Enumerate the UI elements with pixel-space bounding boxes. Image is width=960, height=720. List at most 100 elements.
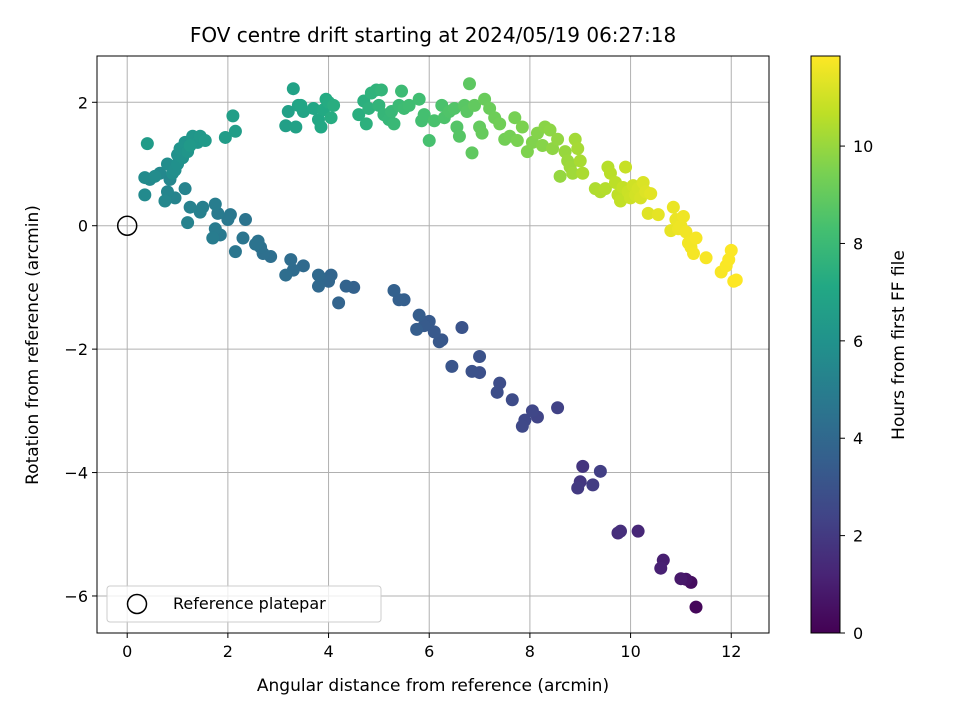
data-point <box>412 92 426 106</box>
data-point <box>571 142 585 156</box>
data-point <box>427 325 441 339</box>
data-point <box>249 237 263 251</box>
data-point <box>465 364 479 378</box>
data-point <box>158 194 172 208</box>
data-point <box>193 205 207 219</box>
legend-box <box>106 585 382 623</box>
data-point <box>236 231 250 245</box>
data-point <box>281 105 295 119</box>
x-tick-label: 8 <box>525 642 535 661</box>
y-tick-label: 2 <box>78 93 88 112</box>
data-point <box>140 137 154 151</box>
data-point <box>279 119 293 133</box>
data-point <box>138 188 152 202</box>
data-point <box>228 124 242 138</box>
data-point <box>505 393 519 407</box>
data-point <box>218 130 232 144</box>
x-tick-label: 12 <box>721 642 741 661</box>
data-point <box>644 187 658 201</box>
colorbar-ticks: 0 2 4 6 8 10 <box>840 137 873 643</box>
colorbar: 0 2 4 6 8 10 Hours from first FF file <box>810 55 909 643</box>
data-point <box>306 101 320 115</box>
data-point <box>641 206 655 220</box>
data-point <box>238 213 252 227</box>
x-tick-label: 2 <box>223 642 233 661</box>
data-point <box>417 108 431 122</box>
data-point <box>198 134 212 148</box>
data-point <box>586 478 600 492</box>
data-point <box>593 464 607 478</box>
data-point <box>412 308 426 322</box>
data-point <box>573 154 587 168</box>
colorbar-gradient <box>811 56 840 633</box>
x-tick-label: 10 <box>620 642 640 661</box>
data-point <box>462 77 476 91</box>
data-point <box>352 108 366 122</box>
colorbar-frame <box>810 55 841 634</box>
reference-platepar-marker <box>116 215 138 236</box>
data-point <box>465 146 479 160</box>
data-point <box>676 209 690 223</box>
colorbar-label: Hours from first FF file <box>889 250 909 440</box>
data-point <box>183 200 197 214</box>
data-point <box>148 169 162 183</box>
data-point <box>286 82 300 96</box>
colorbar-tick-label: 4 <box>853 429 863 448</box>
chart-title: FOV centre drift starting at 2024/05/19 … <box>190 23 676 47</box>
data-point <box>631 524 645 538</box>
data-point <box>311 268 325 282</box>
data-point <box>699 251 713 265</box>
data-points <box>138 77 743 614</box>
data-point <box>183 138 197 152</box>
data-point <box>515 419 529 433</box>
colorbar-tick-label: 8 <box>853 234 863 253</box>
data-point <box>289 120 303 134</box>
data-point <box>362 101 376 115</box>
y-axis-ticks: −6 −4 −2 0 2 <box>64 93 97 606</box>
data-point <box>551 401 565 415</box>
data-point <box>576 459 590 473</box>
data-point <box>654 561 668 575</box>
data-point <box>432 335 446 349</box>
colorbar-tick-label: 2 <box>853 527 863 546</box>
data-point <box>332 296 346 310</box>
x-tick-label: 6 <box>424 642 434 661</box>
data-point <box>447 101 461 115</box>
data-point <box>490 385 504 399</box>
data-point <box>374 83 388 97</box>
data-point <box>311 279 325 293</box>
data-point <box>181 216 195 230</box>
y-tick-label: −4 <box>64 464 88 483</box>
data-point <box>206 231 220 245</box>
data-point <box>387 284 401 298</box>
data-point <box>387 117 401 131</box>
colorbar-tick-label: 0 <box>853 624 863 643</box>
x-axis-ticks: 0 2 4 6 8 10 12 <box>122 633 741 661</box>
data-point <box>535 138 549 152</box>
data-point <box>221 213 235 227</box>
data-point <box>324 111 338 125</box>
data-point <box>410 322 424 336</box>
data-point <box>679 225 693 239</box>
data-point <box>359 117 373 131</box>
data-point <box>571 481 585 495</box>
data-point <box>279 268 293 282</box>
data-point <box>576 166 590 180</box>
data-point <box>296 259 310 273</box>
data-point <box>228 245 242 259</box>
data-point <box>422 134 436 148</box>
data-point <box>674 572 688 586</box>
data-point <box>226 109 240 123</box>
data-point <box>614 194 628 208</box>
data-point <box>729 273 743 287</box>
data-point <box>651 208 665 222</box>
data-point <box>339 279 353 293</box>
data-point <box>294 98 308 112</box>
data-point <box>427 114 441 128</box>
data-point <box>619 160 633 174</box>
data-point <box>689 600 703 614</box>
x-tick-label: 0 <box>122 642 132 661</box>
y-tick-label: 0 <box>78 217 88 236</box>
data-point <box>473 350 487 364</box>
data-point <box>314 120 328 134</box>
